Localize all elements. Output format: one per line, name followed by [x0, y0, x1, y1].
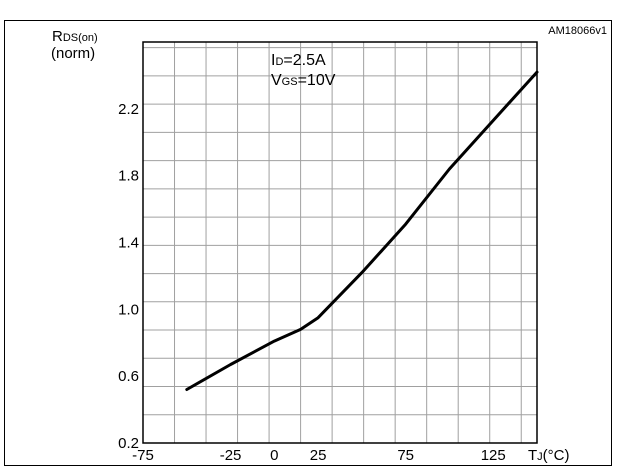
y-axis-label-sub: DS(on) [63, 32, 98, 44]
plot-border [142, 41, 538, 444]
y-tick-label: 1.0 [118, 301, 139, 318]
y-axis-label-line2: (norm) [51, 45, 95, 62]
x-axis-label-sub: J [537, 451, 543, 463]
y-tick-label: 2.2 [118, 101, 139, 118]
annotation-id-sub: D [275, 56, 283, 68]
y-tick-labels: 0.2 0.6 1.0 1.4 1.8 2.2 [118, 101, 139, 452]
annotation-id-main: I [271, 52, 275, 69]
y-tick-label: 1.8 [118, 168, 139, 185]
annotation-vgs-rest: =10V [298, 72, 336, 89]
x-tick-label: -25 [220, 447, 242, 464]
x-tick-label: 75 [397, 447, 414, 464]
annotation-id: ID=2.5A [271, 52, 326, 69]
annotation-id-rest: =2.5A [283, 52, 326, 69]
y-tick-label: 1.4 [118, 235, 139, 252]
annotation-vgs: VGS=10V [271, 72, 336, 89]
x-tick-label: 25 [310, 447, 327, 464]
grid [142, 42, 537, 444]
figure-id-tag: AM18066v1 [548, 25, 607, 37]
x-tick-label: 0 [270, 447, 278, 464]
x-axis-label-unit: (°C) [543, 447, 570, 464]
y-axis-label: RDS(on) [52, 28, 98, 45]
series-line [185, 70, 539, 391]
rdson-vs-temperature-chart: 0.2 0.6 1.0 1.4 1.8 2.2 -75 -25 0 25 75 125 AM1806… [51, 25, 607, 464]
y-tick-label: 0.2 [118, 435, 139, 452]
series-curves [185, 70, 539, 391]
y-tick-label: 0.6 [118, 368, 139, 385]
chart-frame: 0.2 0.6 1.0 1.4 1.8 2.2 -75 -25 0 25 75 125 AM1806… [4, 20, 612, 466]
annotation-vgs-main: V [271, 72, 282, 89]
x-axis-label: TJ(°C) [528, 447, 570, 464]
x-axis-label-main: T [528, 447, 537, 464]
x-tick-label: -75 [132, 447, 154, 464]
x-tick-label: 125 [481, 447, 506, 464]
annotation-vgs-sub: GS [282, 76, 298, 88]
x-tick-labels: -75 -25 0 25 75 125 [132, 447, 506, 464]
y-axis-label-main: R [52, 28, 63, 45]
